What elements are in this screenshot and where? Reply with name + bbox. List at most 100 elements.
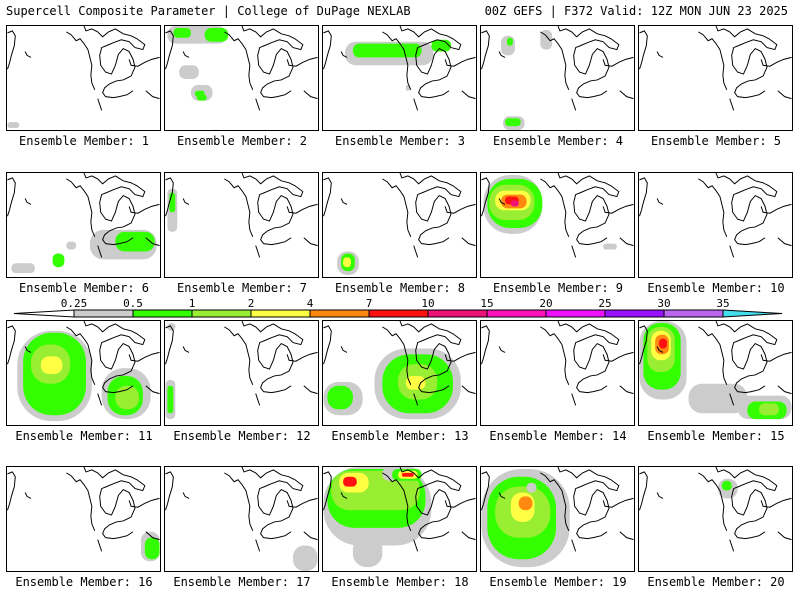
coastline-outline xyxy=(481,177,490,217)
ensemble-member-label: Ensemble Member: 15 xyxy=(647,429,785,443)
coastline-outline xyxy=(444,203,476,214)
ensemble-member-label: Ensemble Member: 1 xyxy=(18,134,150,148)
scp-shading xyxy=(506,37,513,46)
map-panel-18 xyxy=(322,466,477,572)
coastline-outline xyxy=(602,497,634,508)
coastline-outline xyxy=(128,351,160,362)
coastline-outline xyxy=(182,346,190,353)
colorbar-tick-label: 1 xyxy=(189,297,196,310)
colorbar-segment xyxy=(604,309,665,318)
map-panel-1 xyxy=(6,25,161,131)
coastline-outline xyxy=(24,346,32,353)
scp-shading xyxy=(352,535,383,568)
coastline-outline xyxy=(165,471,174,511)
colorbar-segment xyxy=(250,309,311,318)
coastline-outline xyxy=(571,539,577,552)
scp-shading xyxy=(204,27,229,42)
map-panel-12 xyxy=(164,320,319,426)
map-panel-3 xyxy=(322,25,477,131)
map-panel-4 xyxy=(480,25,635,131)
colorbar-tick-label: 4 xyxy=(307,297,314,310)
coastline-outline xyxy=(145,385,160,395)
ensemble-member-label: Ensemble Member: 4 xyxy=(492,134,624,148)
color-scale: 0.25 0.5 1 2 4 7 10 15 20 25 30 35 xyxy=(0,297,800,321)
coastline-outline xyxy=(182,492,190,499)
ensemble-member-label: Ensemble Member: 17 xyxy=(173,575,311,589)
coastline-outline xyxy=(777,237,792,247)
ensemble-member-label: Ensemble Member: 3 xyxy=(334,134,466,148)
coastline-outline xyxy=(498,198,506,205)
coastline-outline xyxy=(97,539,103,552)
coastline-outline xyxy=(303,531,318,541)
coastline-outline xyxy=(557,173,620,246)
map-panel-5 xyxy=(638,25,793,131)
map-basemap xyxy=(165,173,318,258)
coastline-outline xyxy=(286,203,318,214)
colorbar-tick-label: 25 xyxy=(598,297,611,310)
coastline-outline xyxy=(656,346,664,353)
scp-shading xyxy=(167,385,174,414)
scp-shading xyxy=(659,338,667,349)
coastline-outline xyxy=(182,198,190,205)
coastline-outline xyxy=(557,26,620,99)
coastline-outline xyxy=(602,203,634,214)
coastline-outline xyxy=(128,203,160,214)
scp-shading xyxy=(518,496,533,511)
coastline-outline xyxy=(777,90,792,100)
coastline-outline xyxy=(323,30,332,70)
coastline-outline xyxy=(286,497,318,508)
coastline-outline xyxy=(7,30,16,70)
coastline-outline xyxy=(715,467,778,540)
coastline-outline xyxy=(656,492,664,499)
ensemble-member-label: Ensemble Member: 20 xyxy=(647,575,785,589)
coastline-outline xyxy=(7,471,16,511)
coastline-outline xyxy=(461,90,476,100)
coastline-outline xyxy=(145,237,160,247)
coastline-outline xyxy=(729,245,735,258)
coastline-outline xyxy=(481,325,490,365)
coastline-outline xyxy=(540,178,570,237)
coastline-outline xyxy=(461,531,476,541)
coastline-outline xyxy=(83,321,146,394)
scp-shading xyxy=(401,472,414,477)
ensemble-member-label: Ensemble Member: 9 xyxy=(492,281,624,295)
coastline-outline xyxy=(444,351,476,362)
coastline-outline xyxy=(777,385,792,395)
coastline-outline xyxy=(571,245,577,258)
coastline-outline xyxy=(571,393,577,406)
coastline-outline xyxy=(698,326,728,385)
map-basemap xyxy=(323,173,476,276)
colorbar-tick-label: 0.25 xyxy=(61,297,88,310)
map-panel-11 xyxy=(6,320,161,426)
map-basemap xyxy=(165,321,318,420)
coastline-outline xyxy=(540,31,570,90)
coastline-outline xyxy=(540,472,570,531)
coastline-outline xyxy=(619,237,634,247)
ensemble-member-label: Ensemble Member: 11 xyxy=(15,429,153,443)
coastline-outline xyxy=(656,198,664,205)
coastline-outline xyxy=(66,326,96,385)
map-panel-20 xyxy=(638,466,793,572)
coastline-outline xyxy=(7,325,16,365)
ensemble-member-label: Ensemble Member: 2 xyxy=(176,134,308,148)
coastline-outline xyxy=(182,51,190,58)
colorbar-svg: 0.25 0.5 1 2 4 7 10 15 20 25 30 35 xyxy=(13,297,783,318)
scp-shading xyxy=(7,122,20,129)
coastline-outline xyxy=(224,472,254,531)
ensemble-member-label: Ensemble Member: 19 xyxy=(489,575,627,589)
coastline-outline xyxy=(340,51,348,58)
map-basemap xyxy=(7,467,160,562)
coastline-outline xyxy=(461,385,476,395)
coastline-outline xyxy=(498,346,506,353)
coastline-outline xyxy=(128,497,160,508)
map-panel-16 xyxy=(6,466,161,572)
coastline-outline xyxy=(66,472,96,531)
map-basemap xyxy=(639,321,792,420)
map-basemap xyxy=(639,173,792,258)
colorbar-segment xyxy=(191,309,252,318)
map-basemap xyxy=(165,467,318,571)
coastline-outline xyxy=(639,471,648,511)
colorbar-segment xyxy=(309,309,370,318)
scp-shading xyxy=(721,480,732,491)
coastline-outline xyxy=(777,531,792,541)
